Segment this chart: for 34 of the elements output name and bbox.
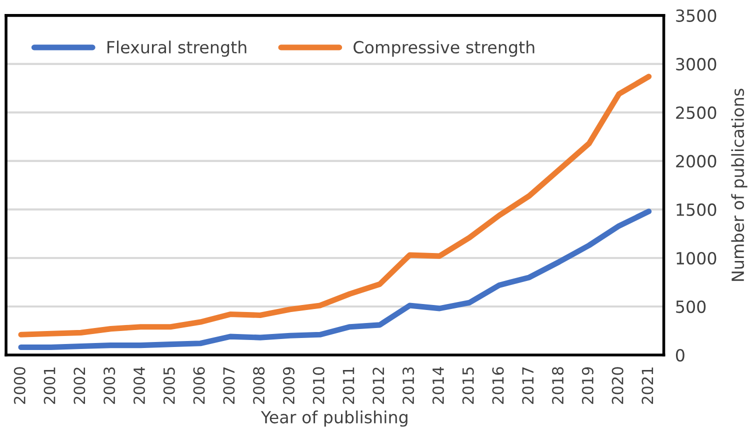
- x-tick-label: 2006: [193, 367, 205, 404]
- x-tick-label: 2005: [163, 367, 175, 404]
- x-tick-label: 2019: [582, 367, 594, 404]
- x-tick-label: 2008: [253, 367, 265, 404]
- x-tick-label: 2011: [342, 368, 354, 404]
- x-tick-label: 2003: [104, 367, 116, 404]
- y-tick-label: 2000: [676, 154, 716, 168]
- y-tick-label: 3500: [676, 9, 716, 22]
- x-tick-label: 2004: [133, 366, 146, 404]
- x-tick-label: 2000: [14, 367, 26, 404]
- y-tick-label: 500: [676, 300, 706, 314]
- x-tick-label: 2015: [462, 367, 474, 404]
- x-tick-label: 2017: [522, 367, 534, 404]
- legend-label: Flexural strength: [108, 40, 246, 57]
- x-tick-label: 2014: [432, 366, 444, 404]
- x-tick-label: 2020: [612, 367, 624, 404]
- x-tick-label: 2002: [74, 368, 86, 404]
- x-tick-label: 2001: [44, 368, 56, 404]
- x-tick-label: 2012: [372, 368, 384, 404]
- x-tick-label: 2010: [312, 367, 324, 404]
- x-tick-label: 2013: [402, 367, 414, 404]
- x-tick-label: 2009: [282, 367, 294, 404]
- x-tick-label: 2007: [223, 367, 235, 404]
- x-tick-label: 2016: [492, 367, 504, 404]
- y-axis-title: Number of publications: [731, 88, 748, 281]
- x-axis-title: Year of publishing: [260, 410, 408, 427]
- y-tick-label: 1000: [676, 252, 716, 265]
- y-tick-label: 2500: [676, 106, 716, 120]
- legend-label: Compressive strength: [354, 40, 534, 57]
- y-tick-label: 3000: [676, 58, 716, 71]
- y-tick-label: 1500: [676, 203, 716, 216]
- y-tick-label: 0: [676, 348, 684, 362]
- x-tick-label: 2021: [642, 368, 654, 404]
- x-tick-label: 2018: [552, 367, 564, 404]
